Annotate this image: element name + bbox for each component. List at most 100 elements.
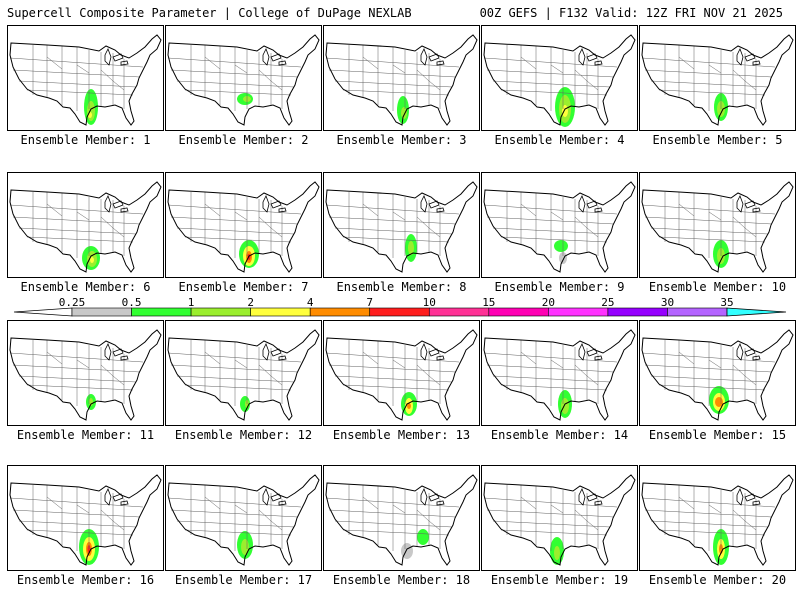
state-border [708, 504, 722, 514]
state-border [678, 351, 695, 365]
ensemble-panel-15[interactable]: Ensemble Member: 15 [639, 320, 796, 446]
state-border [26, 236, 134, 243]
scp-shading [554, 240, 568, 252]
great-lake [112, 493, 124, 502]
great-lake [262, 343, 270, 361]
country-outline [641, 329, 794, 421]
ensemble-panel-6[interactable]: Ensemble Member: 6 [7, 172, 164, 298]
run-info: 00Z GEFS | F132 Valid: 12Z FRI NOV 21 20… [479, 6, 783, 20]
colorbar-bin [309, 307, 371, 317]
ensemble-panel-11[interactable]: Ensemble Member: 11 [7, 320, 164, 446]
state-border [270, 227, 283, 238]
state-border [176, 80, 295, 88]
ensemble-panel-10[interactable]: Ensemble Member: 10 [639, 172, 796, 298]
ensemble-panel-18[interactable]: Ensemble Member: 18 [323, 465, 480, 591]
member-label: Ensemble Member: 14 [490, 428, 629, 442]
member-map [165, 172, 322, 278]
great-lake [420, 343, 428, 361]
map-frame [323, 172, 480, 278]
state-border [12, 69, 141, 78]
state-border [204, 351, 221, 365]
state-border [416, 364, 430, 377]
state-border [500, 89, 608, 96]
state-border [342, 236, 450, 243]
state-border [678, 496, 695, 510]
state-border [428, 227, 441, 238]
great-lake [428, 493, 440, 502]
great-lake [436, 207, 445, 213]
great-lake [120, 207, 129, 213]
ensemble-panel-2[interactable]: Ensemble Member: 2 [165, 25, 322, 151]
state-border [362, 496, 379, 510]
great-lake [420, 195, 428, 213]
state-border [574, 69, 588, 82]
country-outline [483, 329, 636, 421]
state-border [18, 227, 137, 235]
state-border [392, 359, 406, 369]
state-border [486, 216, 615, 225]
state-border [325, 57, 460, 68]
scp-shading [241, 539, 249, 555]
member-map [165, 465, 322, 571]
great-lake [436, 355, 445, 361]
colorbar-bin [250, 307, 311, 317]
colorbar-under-triangle [13, 307, 73, 317]
country-outline [641, 181, 794, 273]
state-border [258, 216, 272, 229]
state-border [550, 504, 564, 514]
state-border [184, 529, 292, 536]
state-border [170, 216, 299, 225]
state-border [334, 520, 453, 528]
ensemble-panel-4[interactable]: Ensemble Member: 4 [481, 25, 638, 151]
state-border [483, 57, 618, 68]
state-border [9, 497, 144, 508]
great-lake [420, 488, 428, 506]
ensemble-panel-20[interactable]: Ensemble Member: 20 [639, 465, 796, 591]
country-outline [325, 181, 478, 273]
ensemble-panel-13[interactable]: Ensemble Member: 13 [323, 320, 480, 446]
ensemble-panel-12[interactable]: Ensemble Member: 12 [165, 320, 322, 446]
country-outline [167, 181, 320, 273]
state-border [644, 364, 773, 373]
state-border [658, 89, 766, 96]
scp-shading [408, 241, 414, 255]
state-border [26, 529, 134, 536]
state-border [744, 375, 757, 386]
state-border [270, 375, 283, 386]
state-border [167, 57, 302, 68]
colorbar-tick-label: 30 [661, 296, 674, 309]
great-lake [420, 48, 428, 66]
ensemble-panel-1[interactable]: Ensemble Member: 1 [7, 25, 164, 151]
state-border [550, 211, 564, 221]
state-border [550, 64, 564, 74]
colorbar-tick-label: 15 [482, 296, 495, 309]
state-border [46, 203, 63, 217]
great-lake [104, 48, 112, 66]
ensemble-panel-3[interactable]: Ensemble Member: 3 [323, 25, 480, 151]
great-lake [436, 500, 445, 506]
ensemble-panel-14[interactable]: Ensemble Member: 14 [481, 320, 638, 446]
great-lake [120, 355, 129, 361]
state-border [234, 359, 248, 369]
country-outline [641, 34, 794, 126]
state-border [112, 520, 125, 531]
state-border [520, 496, 537, 510]
great-lake [736, 48, 744, 66]
state-border [204, 56, 221, 70]
state-border [46, 351, 63, 365]
member-label: Ensemble Member: 16 [16, 573, 155, 587]
ensemble-panel-7[interactable]: Ensemble Member: 7 [165, 172, 322, 298]
country-outline [641, 474, 794, 566]
ensemble-panel-9[interactable]: Ensemble Member: 9 [481, 172, 638, 298]
ensemble-panel-16[interactable]: Ensemble Member: 16 [7, 465, 164, 591]
state-border [170, 364, 299, 373]
ensemble-panel-5[interactable]: Ensemble Member: 5 [639, 25, 796, 151]
state-border [492, 520, 611, 528]
ensemble-panel-19[interactable]: Ensemble Member: 19 [481, 465, 638, 591]
colorbar-tick-label: 0.25 [59, 296, 86, 309]
ensemble-panel-8[interactable]: Ensemble Member: 8 [323, 172, 480, 298]
state-border [76, 504, 90, 514]
state-border [184, 236, 292, 243]
state-border [483, 497, 618, 508]
ensemble-panel-17[interactable]: Ensemble Member: 17 [165, 465, 322, 591]
